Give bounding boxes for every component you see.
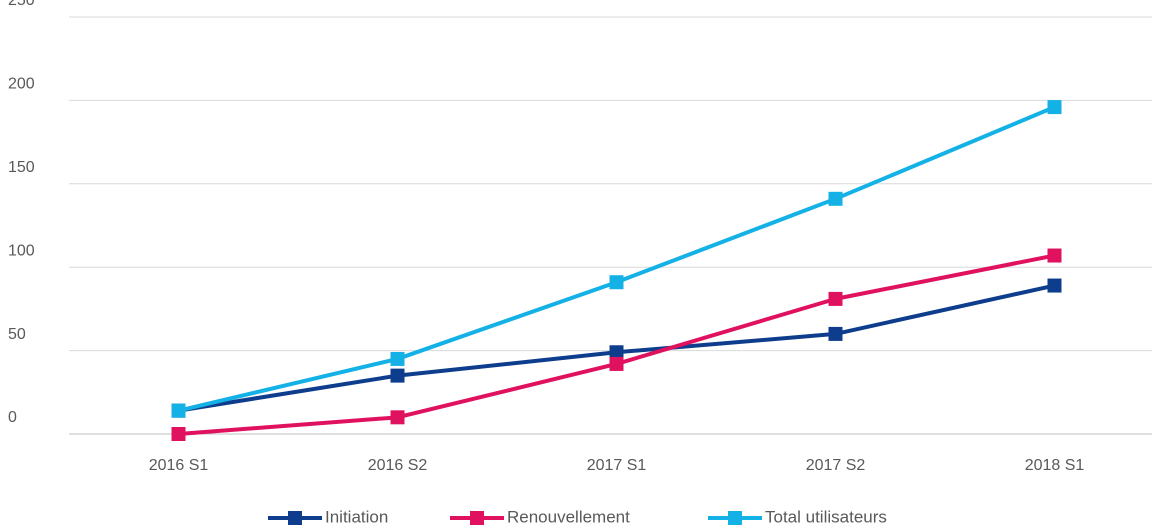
marker bbox=[609, 275, 624, 290]
marker bbox=[828, 326, 843, 341]
marker bbox=[1047, 278, 1062, 293]
x-tick-label: 2018 S1 bbox=[1025, 457, 1085, 474]
marker bbox=[828, 291, 843, 306]
y-tick-label: 200 bbox=[8, 76, 35, 93]
y-tick-label: 250 bbox=[8, 0, 35, 9]
x-tick-label: 2016 S1 bbox=[149, 457, 209, 474]
marker bbox=[390, 410, 405, 425]
marker bbox=[609, 345, 624, 360]
marker bbox=[1047, 248, 1062, 263]
x-tick-label: 2017 S2 bbox=[806, 457, 866, 474]
marker bbox=[171, 403, 186, 418]
marker bbox=[390, 368, 405, 383]
legend-label: Renouvellement bbox=[507, 507, 630, 526]
marker bbox=[1047, 100, 1062, 115]
legend-marker bbox=[728, 511, 742, 525]
y-tick-label: 0 bbox=[8, 409, 17, 426]
x-tick-label: 2017 S1 bbox=[587, 457, 647, 474]
legend-marker bbox=[470, 511, 484, 525]
legend-label: Initiation bbox=[325, 507, 388, 526]
legend-label: Total utilisateurs bbox=[765, 507, 887, 526]
y-tick-label: 150 bbox=[8, 159, 35, 176]
marker bbox=[390, 351, 405, 366]
y-tick-label: 100 bbox=[8, 242, 35, 259]
marker bbox=[828, 191, 843, 206]
x-tick-label: 2016 S2 bbox=[368, 457, 428, 474]
marker bbox=[609, 356, 624, 371]
legend-marker bbox=[288, 511, 302, 525]
marker bbox=[171, 427, 186, 441]
y-tick-label: 50 bbox=[8, 326, 26, 343]
